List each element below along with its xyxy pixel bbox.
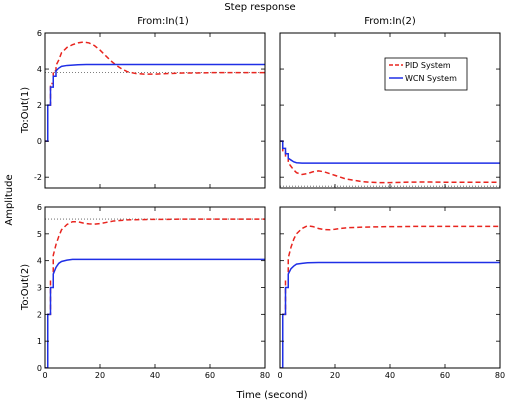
chart-title: Step response [224,2,295,13]
panel-in2-out2-frame [279,206,501,369]
panel-in1-out1-ytick-label: 2 [37,101,42,110]
panel-in2-out1-frame [279,32,501,189]
panel-in1-out2-ytick-label: 6 [37,203,42,212]
panel-in2-out1: PID System WCN System [279,32,501,189]
panel-in2-out2-xtick-label: 40 [385,371,395,380]
column-title-in1: From:In(1) [137,16,189,27]
panel-in1-out2-ytick-label: 1 [37,337,42,346]
panel-in2-out2: 0 20 40 60 80 [277,206,505,380]
panel-in2-out2-xtick-label: 20 [330,371,340,380]
panel-in1-out2-xtick-label: 20 [95,371,105,380]
panel-in2-out1-pid-line [280,140,500,184]
panel-in1-out2-ytick-label: 3 [37,284,42,293]
panel-in1-out1: -2 0 2 4 6 [34,29,266,189]
legend-box [384,57,468,91]
panel-in1-out1-ytick-label: 0 [37,137,42,146]
panel-in1-out2-ytick-label: 5 [37,230,42,239]
panel-in1-out1-wcn-line [45,63,265,142]
panel-in1-out2-xtick-label: 40 [150,371,160,380]
panel-in2-out2-xtick-label: 80 [495,371,505,380]
panel-in1-out2-xtick-label: 60 [205,371,215,380]
panel-in1-out2-xtick-label: 80 [260,371,270,380]
panel-in1-out2-wcn-line [45,258,265,368]
panel-in1-out2-xtick-label: 0 [42,371,47,380]
y-axis-label: Amplitude [4,174,15,225]
panel-in1-out1-ytick-label: 6 [37,29,42,38]
row-title-out2: To:Out(2) [20,264,31,311]
column-title-in2: From:In(2) [364,16,416,27]
panel-in2-out2-wcn-line [280,261,500,368]
legend: PID System WCN System [384,57,468,91]
panel-in1-out2-ytick-label: 2 [37,310,42,319]
panel-in1-out2-ytick-label: 4 [37,257,42,266]
legend-entry-0: PID System [405,61,451,70]
x-axis-label: Time (second) [235,390,307,401]
panel-in1-out1-ytick-label: -2 [34,173,42,182]
panel-in2-out2-xtick-label: 0 [277,371,282,380]
panel-in1-out2-ytick-label: 0 [37,364,42,373]
panel-in2-out2-xtick-label: 60 [440,371,450,380]
panel-in1-out2-pid-line [45,218,265,368]
panel-in2-out1-wcn-line [280,140,500,164]
panel-in1-out1-ytick-label: 4 [37,65,42,74]
panel-in2-out2-pid-line [280,225,500,368]
panel-in1-out1-pid-line [45,41,265,142]
row-title-out1: To:Out(1) [20,87,31,134]
panel-in1-out2-frame [44,206,266,369]
legend-entry-1: WCN System [405,74,457,83]
panel-in1-out1-frame [44,32,266,189]
